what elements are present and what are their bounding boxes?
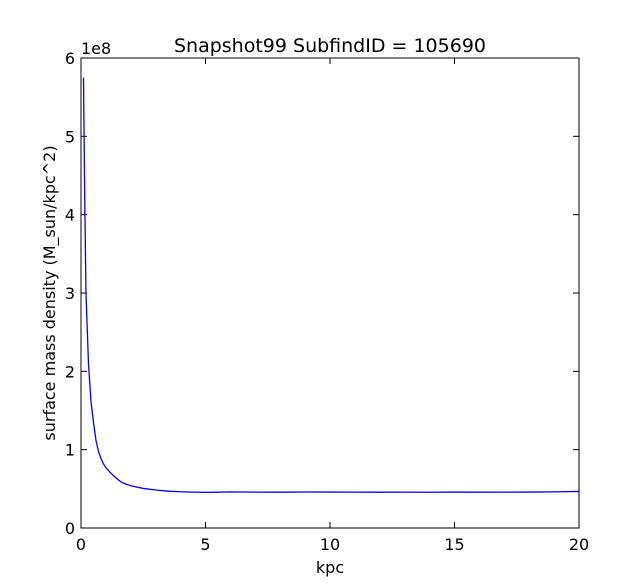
series-layer [82, 77, 580, 494]
y-tick-label: 6 [65, 49, 75, 68]
y-tick-label: 3 [65, 284, 75, 303]
x-tick-label: 0 [76, 535, 86, 554]
x-tick-label: 20 [569, 535, 589, 554]
y-tick-label: 0 [65, 519, 75, 538]
x-tick-label: 10 [320, 535, 340, 554]
y-tick-label: 4 [65, 206, 75, 225]
y-tick-label: 1 [65, 441, 75, 460]
plot-frame [80, 57, 580, 529]
y-scale-offset-label: 1e8 [81, 39, 111, 58]
y-tick-label: 2 [65, 362, 75, 381]
x-tick-label: 5 [200, 535, 210, 554]
y-axis-label: surface mass density (M_sun/kpc^2) [40, 145, 60, 440]
plot-background [81, 58, 579, 528]
chart-title: Snapshot99 SubfindID = 105690 [174, 35, 486, 57]
x-axis-label: kpc [316, 558, 344, 577]
series-line-0 [82, 77, 580, 494]
y-tick-label: 5 [65, 127, 75, 146]
x-tick-label: 15 [444, 535, 464, 554]
